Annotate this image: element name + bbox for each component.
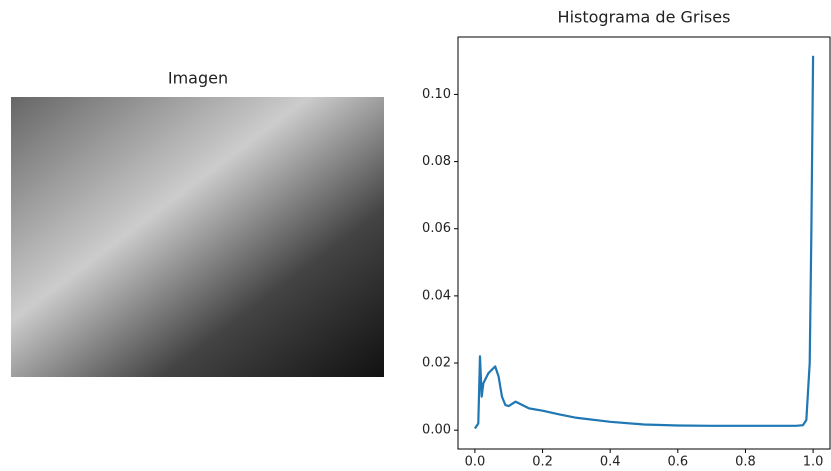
y-tick-label: 0.10 — [422, 87, 451, 102]
y-tick-label: 0.06 — [422, 221, 451, 236]
y-tick-label: 0.04 — [422, 288, 451, 303]
image — [11, 97, 384, 377]
axes-frame — [457, 36, 831, 450]
image-title: Imagen — [168, 69, 228, 88]
y-tick-label: 0.00 — [422, 423, 451, 438]
y-tick-label: 0.02 — [422, 356, 451, 371]
x-tick-label: 1.0 — [803, 455, 824, 470]
x-tick-label: 0.0 — [465, 455, 486, 470]
x-tick-label: 0.6 — [667, 455, 688, 470]
line — [473, 55, 815, 430]
x-tick-label: 0.2 — [532, 455, 553, 470]
x-tick-label: 0.8 — [735, 455, 756, 470]
y-tick-label: 0.08 — [422, 154, 451, 169]
chart-title: Histograma de Grises — [558, 8, 731, 27]
x-tick-label: 0.4 — [600, 455, 621, 470]
